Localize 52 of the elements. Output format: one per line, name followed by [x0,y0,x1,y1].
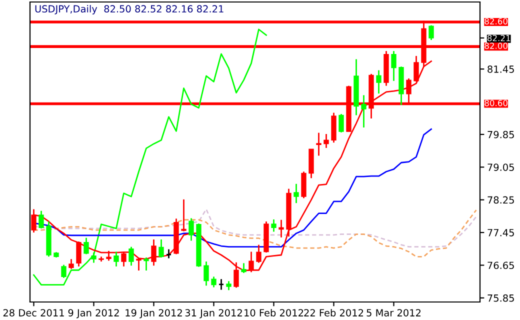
y-tick-label: 82.21 [488,34,510,42]
ref-line-label: 80.60 [484,100,508,106]
ref-line-label: 82.60 [484,18,508,24]
candlestick [61,264,66,279]
candlestick [338,113,344,134]
candlestick [76,240,82,268]
y-tick-label: 79.05 [488,164,514,171]
candlestick [294,183,299,204]
candlestick [106,250,112,262]
candlestick [144,256,149,272]
candlestick [121,251,126,268]
y-tick-label: 81.45 [488,66,514,73]
candlestick [256,244,262,264]
candlestick [128,246,134,266]
candlestick [271,218,276,232]
candlestick [91,252,96,264]
candlestick [166,248,172,259]
candlestick [316,132,322,156]
candlestick [391,50,396,82]
chart-title: USDJPY,Daily 82.50 82.52 82.16 82.21 [35,5,224,14]
candlestick [376,70,382,94]
candlestick [428,24,434,41]
x-tick-label: 5 Mar 2012 [366,309,420,316]
candlestick [114,251,119,268]
candlestick [68,258,74,270]
candlestick [188,218,194,242]
x-tick-label: 9 Jan 2012 [68,309,119,318]
x-tick-label: 31 Jan 2012 [185,309,242,318]
candlestick [151,238,156,266]
candlestick [181,198,186,232]
candlestick [211,276,216,288]
candlestick [158,238,164,258]
ref-line-label: 82.00 [484,42,508,49]
line-series [33,28,267,286]
candlestick [361,94,366,128]
x-tick-label: 19 Jan 2012 [126,309,182,318]
candlestick [241,262,246,274]
x-tick-label: 10 Feb 2012 [244,308,304,316]
y-tick-label: 75.85 [488,294,514,302]
candlestick [301,170,306,199]
candlestick [324,133,329,149]
candlestick [38,210,44,230]
y-tick-label: 77.45 [488,229,514,236]
candlestick [218,278,224,290]
y-tick-label: 78.25 [488,196,514,204]
candlestick [204,260,209,286]
x-tick-label: 28 Dec 2011 [3,309,64,316]
y-tick-label: 79.85 [488,130,514,138]
x-tick-label: 22 Feb 2012 [304,308,364,316]
candlestick [84,237,89,255]
candlestick [278,219,284,238]
y-tick-label: 76.65 [488,262,514,270]
